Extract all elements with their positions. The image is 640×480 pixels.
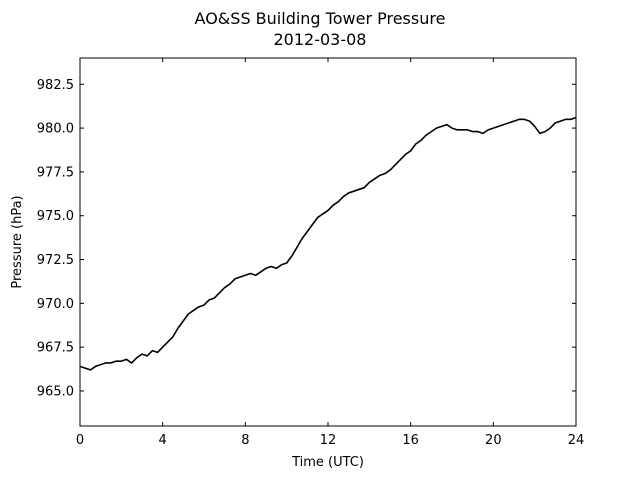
x-axis-ticks: 0 4 8 12 16 20 24 — [76, 58, 584, 448]
x-tick-label: 24 — [568, 433, 585, 448]
chart-subtitle: 2012-03-08 — [274, 30, 367, 49]
y-tick-label: 982.5 — [37, 78, 74, 93]
plot-frame — [79, 57, 577, 427]
y-tick-label: 977.5 — [37, 165, 74, 180]
y-axis-ticks: 965.0 967.5 970.0 972.5 975.0 977.5 980.0 982.5 — [37, 78, 576, 399]
x-axis-label: Time (UTC) — [291, 455, 364, 470]
x-tick-label: 0 — [76, 433, 84, 448]
y-tick-label: 970.0 — [37, 297, 74, 312]
x-tick-label: 20 — [485, 433, 502, 448]
chart-title: AO&SS Building Tower Pressure — [195, 9, 446, 28]
y-tick-label: 972.5 — [37, 253, 74, 268]
x-tick-label: 4 — [159, 433, 167, 448]
x-tick-label: 8 — [241, 433, 249, 448]
y-axis-label: Pressure (hPa) — [10, 195, 25, 288]
y-tick-label: 967.5 — [37, 341, 74, 356]
y-tick-label: 965.0 — [37, 384, 74, 399]
y-tick-label: 975.0 — [37, 209, 74, 224]
x-tick-label: 12 — [320, 433, 337, 448]
pressure-series-line — [79, 116, 577, 371]
x-tick-label: 16 — [402, 433, 419, 448]
y-tick-label: 980.0 — [37, 122, 74, 137]
